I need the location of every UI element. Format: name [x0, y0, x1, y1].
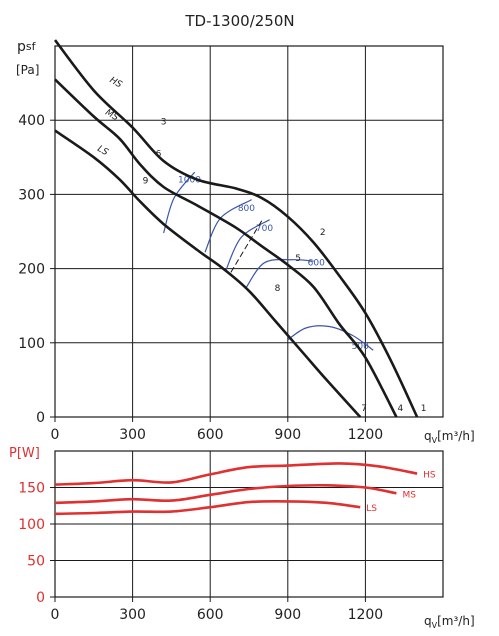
chart-title: TD-1300/250N — [184, 12, 294, 30]
pressure-x-axis-label: qV[m³/h] — [424, 429, 475, 445]
power-x-axis-symbol: q — [424, 614, 432, 628]
power-chart: 0 300 600 900 1200 0 50 100 150 HS MS LS P[W] qV[… — [9, 446, 475, 630]
operating-point-label-6: 6 — [156, 150, 162, 160]
pressure-y-axis-label: psf — [17, 39, 37, 55]
pressure-x-tick-label: 300 — [119, 427, 146, 443]
isoline-label-700: 700 — [256, 224, 273, 234]
power-curve-label-hs: HS — [423, 471, 436, 481]
pressure-y-axis-subscript: sf — [26, 40, 37, 53]
power-x-tick-label: 300 — [119, 607, 146, 623]
power-x-axis-label: qV[m³/h] — [424, 614, 475, 630]
pressure-y-tick-label: 200 — [18, 262, 45, 278]
power-grid — [55, 451, 443, 597]
power-curve-ls — [54, 499, 361, 516]
power-series-labels: HS MS LS — [366, 471, 436, 515]
power-y-ticks: 0 50 100 150 — [18, 481, 55, 606]
power-x-axis-subscript: V — [432, 621, 438, 630]
power-x-tick-label: 0 — [51, 607, 60, 623]
operating-point-label-7: 7 — [361, 404, 367, 414]
pressure-curve-ls — [54, 129, 362, 418]
operating-point-label-3: 3 — [161, 118, 167, 128]
isoline-label-500: 500 — [352, 342, 369, 352]
power-y-tick-label: 100 — [18, 517, 45, 533]
pressure-y-ticks: 0 100 200 300 400 — [18, 113, 55, 426]
pressure-x-ticks: 0 300 600 900 1200 — [51, 417, 384, 443]
pressure-x-axis-symbol: q — [424, 429, 432, 443]
power-curve-label-ls: LS — [366, 504, 377, 514]
operating-point-label-4: 4 — [397, 404, 403, 414]
power-x-tick-label: 900 — [274, 607, 301, 623]
power-x-axis-unit: [m³/h] — [437, 614, 475, 628]
pressure-y-axis-symbol: p — [17, 39, 26, 55]
isoline-label-1000: 1000 — [178, 176, 201, 186]
isoline-500 — [287, 325, 374, 351]
pressure-curve-hs — [53, 39, 419, 418]
power-curve-ms — [54, 483, 397, 505]
power-series — [54, 462, 418, 516]
pressure-y-tick-label: 0 — [36, 410, 45, 426]
operating-point-label-5: 5 — [295, 254, 301, 264]
curve-label-ms: MS — [103, 108, 120, 124]
operating-point-label-2: 2 — [320, 228, 326, 238]
power-x-tick-label: 1200 — [348, 607, 384, 623]
pressure-y-tick-label: 300 — [18, 187, 45, 203]
power-y-axis-label: P[W] — [9, 446, 40, 461]
power-curve-hs — [54, 462, 418, 486]
pressure-x-tick-label: 900 — [274, 427, 301, 443]
operating-point-label-1: 1 — [421, 404, 427, 414]
curve-label-hs: HS — [108, 75, 124, 90]
pressure-series — [53, 39, 419, 418]
curve-label-ls: LS — [95, 144, 110, 158]
pressure-plot-frame — [54, 45, 444, 418]
power-y-tick-label: 0 — [36, 590, 45, 606]
isoline-label-800: 800 — [238, 204, 255, 214]
power-x-ticks: 0 300 600 900 1200 — [51, 597, 384, 623]
pressure-x-tick-label: 0 — [51, 427, 60, 443]
pressure-x-axis-unit: [m³/h] — [437, 429, 475, 443]
operating-point-label-9: 9 — [143, 176, 149, 186]
pressure-y-tick-label: 100 — [18, 336, 45, 352]
pressure-x-tick-label: 600 — [197, 427, 224, 443]
isoline-label-600: 600 — [308, 259, 325, 269]
isoline-700 — [225, 219, 271, 272]
power-curve-label-ms: MS — [402, 490, 416, 500]
power-y-tick-label: 150 — [18, 481, 45, 497]
pressure-y-axis-unit: [Pa] — [16, 63, 39, 77]
pressure-curve-ms — [54, 78, 398, 418]
operating-point-label-8: 8 — [275, 284, 281, 294]
pressure-x-axis-subscript: V — [432, 436, 438, 445]
pressure-x-tick-label: 1200 — [348, 427, 384, 443]
power-x-tick-label: 600 — [197, 607, 224, 623]
power-y-tick-label: 50 — [27, 554, 45, 570]
pressure-reference-dashed-line — [230, 220, 263, 273]
pressure-y-tick-label: 400 — [18, 113, 45, 129]
